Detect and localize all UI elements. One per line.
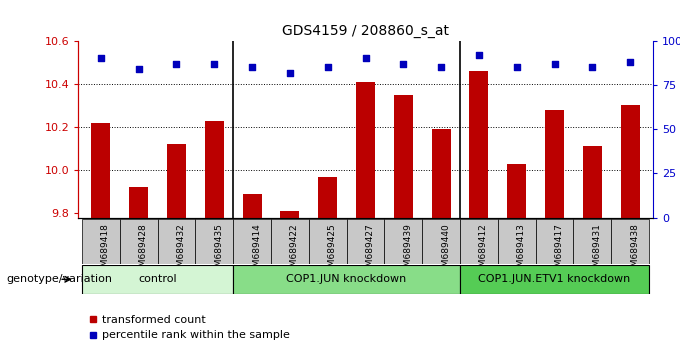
Bar: [233, 219, 271, 264]
Bar: [422, 219, 460, 264]
Text: GSM689435: GSM689435: [214, 223, 223, 278]
Bar: [536, 219, 573, 264]
Text: GSM689422: GSM689422: [290, 223, 299, 278]
Point: [436, 64, 447, 70]
Point: [171, 61, 182, 67]
Point: [133, 66, 144, 72]
Bar: [243, 194, 262, 218]
Point: [587, 64, 598, 70]
Text: GSM689428: GSM689428: [139, 223, 148, 278]
Bar: [573, 219, 611, 264]
Legend: transformed count, percentile rank within the sample: transformed count, percentile rank withi…: [84, 310, 294, 345]
Bar: [309, 219, 347, 264]
Bar: [507, 164, 526, 218]
Bar: [82, 265, 233, 294]
Bar: [280, 211, 299, 218]
Bar: [611, 219, 649, 264]
Point: [473, 52, 484, 58]
Text: COP1.JUN knockdown: COP1.JUN knockdown: [286, 274, 407, 284]
Text: control: control: [138, 274, 177, 284]
Text: GSM689412: GSM689412: [479, 223, 488, 278]
Text: GSM689414: GSM689414: [252, 223, 261, 278]
Bar: [271, 219, 309, 264]
Text: GSM689427: GSM689427: [366, 223, 375, 278]
Point: [284, 70, 295, 75]
Bar: [167, 144, 186, 218]
Bar: [195, 219, 233, 264]
Bar: [621, 105, 640, 218]
Bar: [158, 219, 195, 264]
Title: GDS4159 / 208860_s_at: GDS4159 / 208860_s_at: [282, 24, 449, 38]
Bar: [318, 177, 337, 218]
Bar: [498, 219, 536, 264]
Text: GSM689413: GSM689413: [517, 223, 526, 278]
Bar: [233, 265, 460, 294]
Point: [625, 59, 636, 65]
Text: COP1.JUN.ETV1 knockdown: COP1.JUN.ETV1 knockdown: [479, 274, 630, 284]
Bar: [120, 219, 158, 264]
Bar: [347, 219, 384, 264]
Bar: [394, 95, 413, 218]
Bar: [384, 219, 422, 264]
Text: GSM689440: GSM689440: [441, 223, 450, 278]
Point: [247, 64, 258, 70]
Point: [511, 64, 522, 70]
Bar: [129, 188, 148, 218]
Bar: [82, 219, 120, 264]
Point: [549, 61, 560, 67]
Text: GSM689438: GSM689438: [630, 223, 639, 278]
Point: [95, 56, 106, 61]
Point: [398, 61, 409, 67]
Text: GSM689425: GSM689425: [328, 223, 337, 278]
Bar: [545, 110, 564, 218]
Bar: [460, 219, 498, 264]
Bar: [91, 123, 110, 218]
Bar: [356, 82, 375, 218]
Bar: [460, 265, 649, 294]
Text: GSM689417: GSM689417: [554, 223, 564, 278]
Text: GSM689432: GSM689432: [177, 223, 186, 278]
Text: GSM689431: GSM689431: [592, 223, 601, 278]
Bar: [469, 71, 488, 218]
Text: GSM689439: GSM689439: [403, 223, 412, 278]
Point: [360, 56, 371, 61]
Point: [322, 64, 333, 70]
Point: [209, 61, 220, 67]
Bar: [205, 121, 224, 218]
Text: genotype/variation: genotype/variation: [7, 274, 113, 284]
Bar: [583, 147, 602, 218]
Text: GSM689418: GSM689418: [101, 223, 110, 278]
Bar: [432, 129, 451, 218]
